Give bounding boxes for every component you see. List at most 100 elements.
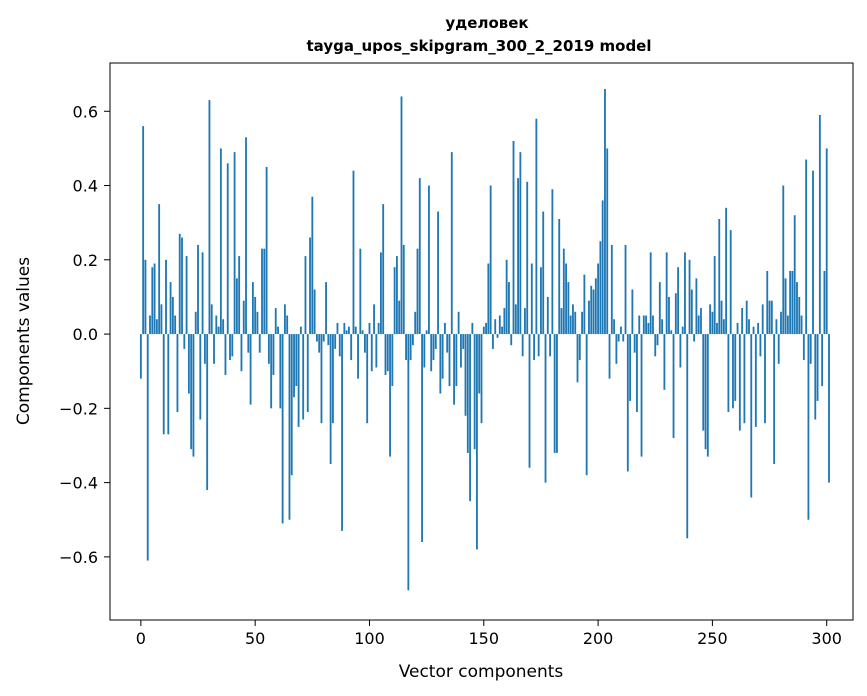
bar-180	[551, 189, 554, 335]
bar-244	[697, 315, 700, 335]
bar-131	[439, 334, 442, 394]
bar-80	[322, 334, 325, 342]
bar-70	[299, 326, 302, 335]
bar-298	[821, 334, 824, 387]
y-tick-label-0: −0.6	[59, 548, 98, 567]
bar-24	[194, 311, 197, 335]
bar-194	[583, 274, 586, 335]
bar-296	[816, 334, 819, 401]
bar-275	[768, 300, 771, 335]
bar-63	[283, 304, 286, 335]
bar-135	[448, 334, 451, 387]
bar-128	[432, 334, 435, 361]
bar-153	[489, 185, 492, 335]
x-tick-label-300: 300	[811, 629, 842, 648]
bar-248	[706, 334, 709, 457]
x-axis-label: Vector components	[399, 662, 564, 682]
bar-103	[375, 334, 378, 368]
y-axis: −0.6 −0.4 −0.2 0.0 0.2 0.4 0.6	[59, 102, 110, 567]
bar-17	[178, 233, 181, 335]
bar-283	[786, 315, 789, 335]
bar-85	[334, 334, 337, 349]
bar-21	[187, 334, 190, 394]
bar-114	[400, 96, 403, 335]
bar-260	[734, 334, 737, 401]
bar-136	[450, 152, 453, 335]
bar-93	[352, 170, 355, 335]
bar-157	[498, 315, 501, 335]
bar-261	[736, 322, 739, 335]
bar-189	[572, 304, 574, 335]
bar-162	[510, 334, 513, 346]
bar-218	[638, 315, 641, 335]
bar-184	[560, 308, 563, 335]
bar-37	[224, 334, 227, 375]
bar-195	[585, 334, 588, 476]
bar-266	[748, 319, 750, 335]
bar-281	[782, 185, 785, 335]
bar-221	[645, 315, 648, 335]
bar-5	[151, 267, 154, 335]
bar-290	[802, 334, 805, 361]
y-tick-label-1: −0.4	[59, 474, 98, 493]
x-tick-label-200: 200	[583, 629, 614, 648]
bar-161	[508, 282, 510, 335]
bar-254	[720, 300, 723, 335]
bar-197	[590, 285, 593, 335]
x-axis: 0 50 100 150 200 250 300	[136, 620, 842, 648]
bar-174	[537, 334, 540, 357]
bar-152	[487, 263, 490, 335]
bar-200	[597, 263, 600, 335]
bar-262	[738, 334, 741, 431]
bar-279	[777, 334, 780, 364]
bar-62	[281, 334, 284, 524]
bar-178	[546, 296, 549, 335]
bar-245	[700, 308, 702, 335]
y-tick-label-3: 0.0	[73, 325, 98, 344]
bar-87	[338, 334, 341, 357]
bar-129	[434, 334, 437, 349]
bar-95	[357, 334, 359, 379]
bar-242	[693, 334, 696, 342]
bar-301	[828, 334, 830, 483]
bar-125	[425, 330, 428, 335]
bar-48	[249, 334, 252, 405]
bar-213	[626, 334, 629, 472]
bar-188	[569, 315, 572, 335]
bar-147	[476, 334, 478, 550]
bar-65	[288, 334, 291, 520]
bar-217	[636, 334, 638, 413]
bar-130	[437, 211, 439, 335]
bar-52	[258, 334, 261, 353]
bar-175	[540, 267, 542, 335]
bar-212	[624, 244, 627, 335]
bar-54	[263, 248, 266, 335]
bar-58	[272, 334, 275, 375]
bar-159	[503, 308, 506, 335]
bar-206	[610, 244, 613, 335]
bar-44	[240, 334, 243, 372]
bar-123	[421, 334, 423, 543]
bar-168	[524, 308, 526, 335]
bar-126	[428, 185, 430, 335]
bar-78	[318, 334, 321, 353]
bar-59	[274, 308, 277, 335]
bar-49	[251, 282, 254, 335]
bar-23	[192, 334, 195, 457]
bar-196	[588, 300, 590, 335]
bar-7	[155, 319, 158, 335]
bar-32	[213, 334, 215, 364]
bar-88	[341, 334, 343, 531]
bar-39	[229, 334, 231, 361]
bar-280	[780, 311, 782, 335]
bar-90	[345, 330, 348, 335]
bar-282	[784, 278, 787, 335]
bar-18	[181, 237, 183, 335]
bar-250	[711, 311, 714, 335]
y-axis-label: Components values	[14, 257, 34, 425]
bar-198	[592, 289, 595, 335]
bar-53	[261, 248, 263, 335]
bar-293	[809, 334, 812, 364]
bar-255	[722, 319, 725, 335]
bar-12	[167, 334, 170, 435]
